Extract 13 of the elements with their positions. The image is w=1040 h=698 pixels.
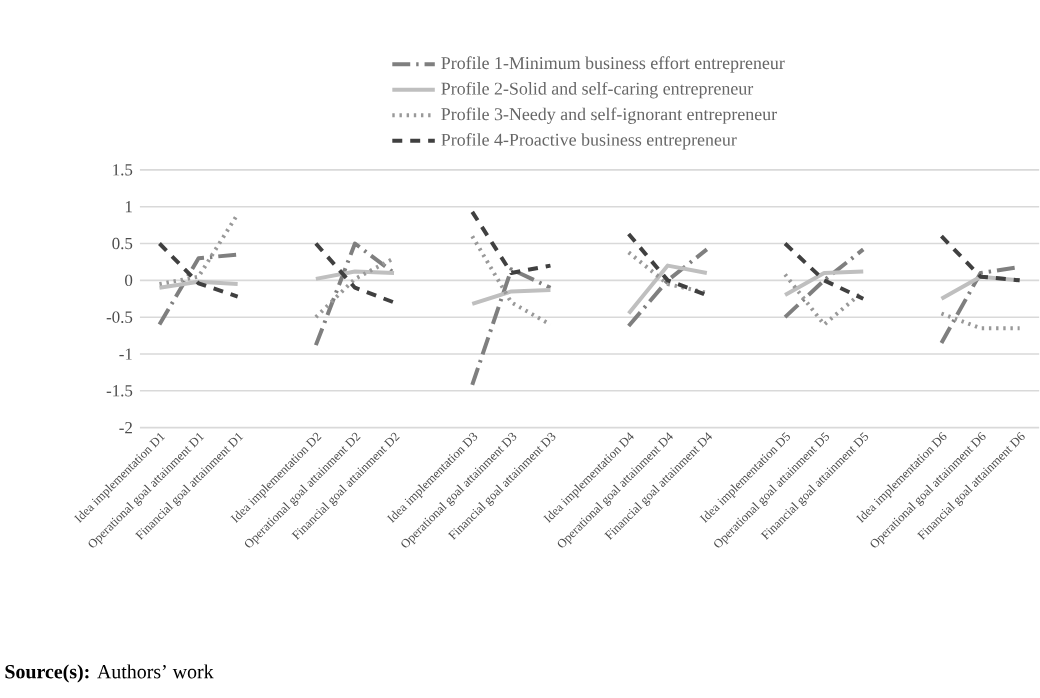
y-tick-label: -1 (119, 348, 132, 360)
y-tick-label: 1 (125, 201, 132, 213)
legend-label: Profile 3-Needy and self-ignorant entrepreneur (441, 107, 777, 125)
text: Source(s): Authors’ work (5, 664, 214, 683)
y-tick-label: 1.5 (113, 164, 133, 176)
y-tick-label: 0 (125, 274, 133, 287)
legend-label: Profile 2-Solid and self-caring entrepreneur (441, 82, 754, 99)
y-tick-label: 0.5 (112, 238, 133, 250)
legend-label: Profile 4-Proactive business entrepreneur (441, 133, 737, 150)
legend-label: Profile 1-Minimum business effort entrepreneur (441, 56, 785, 74)
y-tick-label: -1.5 (106, 385, 133, 397)
y-tick-label: -0.5 (106, 311, 133, 324)
y-tick-label: -2 (119, 422, 132, 434)
